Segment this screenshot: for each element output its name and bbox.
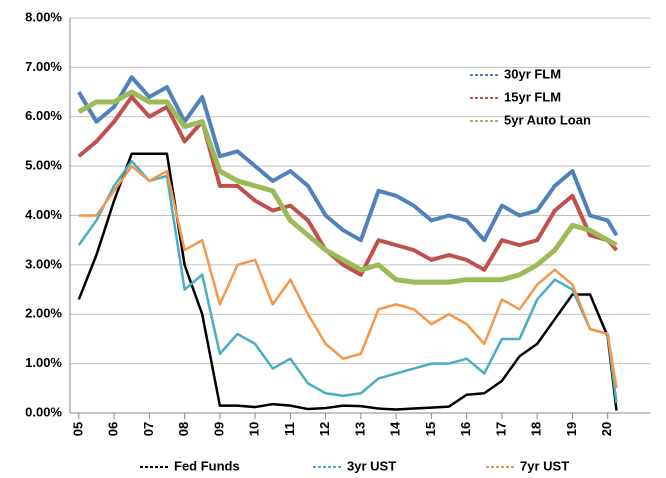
series-line [77, 159, 618, 404]
legend-item: 5yr Auto Loan [470, 112, 591, 127]
x-tick-label: 06 [106, 422, 121, 436]
legend-item: 7yr UST [486, 458, 569, 473]
y-tick-label: 7.00% [25, 59, 62, 74]
x-tick-label: 16 [458, 422, 473, 436]
y-tick-label: 2.00% [25, 306, 62, 321]
x-tick-label: 05 [70, 422, 85, 436]
x-tick-label: 07 [141, 422, 156, 436]
x-tick-label: 17 [493, 422, 508, 436]
series-line [77, 89, 618, 285]
x-tick-label: 18 [529, 422, 544, 436]
y-tick-label: 6.00% [25, 108, 62, 123]
series-line [77, 152, 618, 411]
legend-label: 5yr Auto Loan [504, 112, 591, 127]
x-tick-label: 15 [423, 422, 438, 436]
legend-label: 3yr UST [347, 458, 396, 473]
y-tick-label: 5.00% [25, 158, 62, 173]
x-tick-label: 20 [599, 422, 614, 436]
legend-label: 7yr UST [520, 458, 569, 473]
legend-label: Fed Funds [174, 458, 240, 473]
y-tick-label: 8.00% [25, 9, 62, 24]
x-tick-label: 08 [176, 422, 191, 436]
legend-item: Fed Funds [140, 458, 240, 473]
legend-label: 15yr FLM [504, 89, 561, 104]
y-tick-label: 0.00% [25, 404, 62, 419]
x-tick-label: 10 [247, 422, 262, 436]
series-line [77, 75, 619, 243]
legend-item: 15yr FLM [470, 89, 561, 104]
x-tick-label: 14 [388, 421, 403, 436]
legend-item: 30yr FLM [470, 66, 561, 81]
x-tick-label: 13 [352, 422, 367, 436]
y-tick-label: 3.00% [25, 256, 62, 271]
x-tick-label: 19 [564, 422, 579, 436]
legend-item: 3yr UST [313, 458, 396, 473]
y-tick-label: 1.00% [25, 355, 62, 370]
series-line [78, 164, 618, 389]
x-tick-label: 09 [211, 422, 226, 436]
x-tick-label: 11 [282, 422, 297, 436]
x-tick-label: 12 [317, 422, 332, 436]
series-line [77, 95, 618, 277]
legend-label: 30yr FLM [504, 66, 561, 81]
y-tick-label: 4.00% [25, 207, 62, 222]
